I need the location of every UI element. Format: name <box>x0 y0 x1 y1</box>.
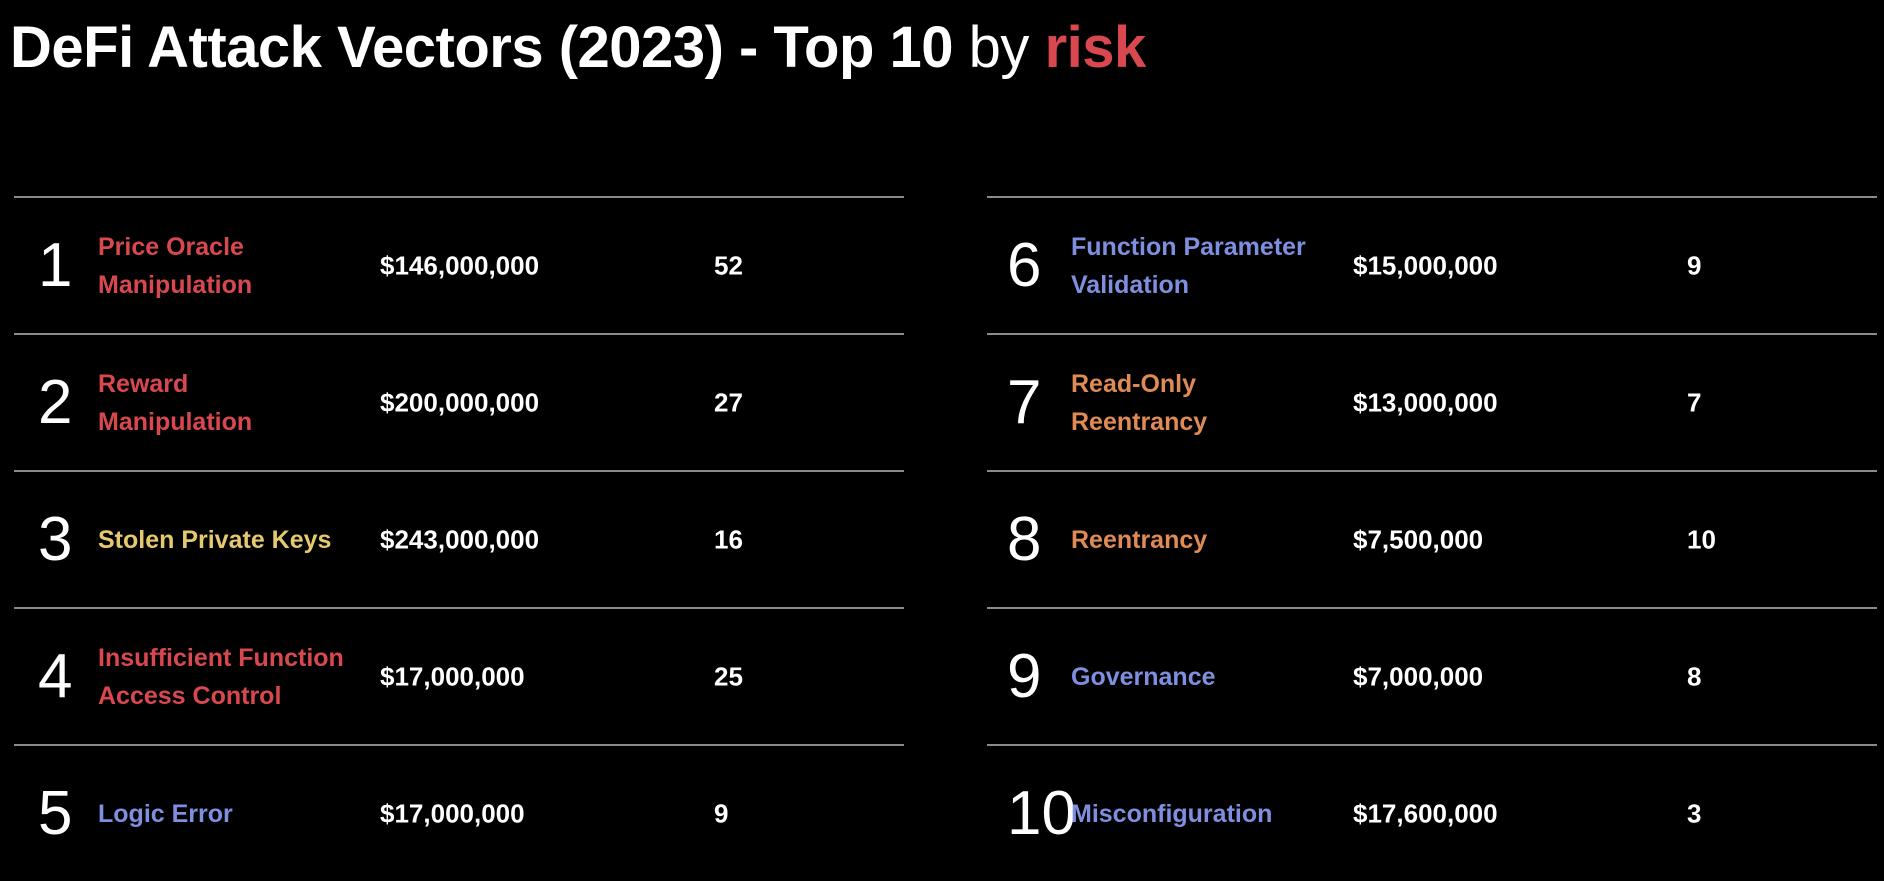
vector-name: Reentrancy <box>1071 525 1208 554</box>
incident-count: 7 <box>1687 387 1702 417</box>
table-row: 2 Reward Manipulation $200,000,000 27 <box>14 333 904 470</box>
table-row: 8 Reentrancy $7,500,000 10 <box>987 470 1877 607</box>
incident-count: 10 <box>1687 524 1716 554</box>
loss-amount: $7,000,000 <box>1353 661 1484 691</box>
rank-number: 2 <box>38 367 73 437</box>
loss-amount: $17,000,000 <box>380 661 525 691</box>
table-row: 6 Function Parameter Validation $15,000,… <box>987 196 1877 333</box>
rank-number: 9 <box>1007 641 1042 711</box>
loss-amount: $13,000,000 <box>1353 387 1498 417</box>
rank-number: 5 <box>38 778 73 848</box>
page-title: DeFi Attack Vectors (2023) - Top 10 by r… <box>10 8 1146 88</box>
vector-name: Stolen Private Keys <box>98 525 332 554</box>
table-row: 3 Stolen Private Keys $243,000,000 16 <box>14 470 904 607</box>
table-row: 1 Price Oracle Manipulation $146,000,000… <box>14 196 904 333</box>
table-row: 5 Logic Error $17,000,000 9 <box>14 744 904 881</box>
attack-vectors-table-right: 6 Function Parameter Validation $15,000,… <box>987 196 1877 881</box>
vector-name: Logic Error <box>98 799 233 828</box>
title-main: DeFi Attack Vectors (2023) - Top 10 <box>10 15 954 80</box>
incident-count: 27 <box>714 387 743 417</box>
rank-number: 3 <box>38 504 73 574</box>
loss-amount: $243,000,000 <box>380 524 540 554</box>
loss-amount: $17,600,000 <box>1353 798 1498 828</box>
incident-count: 16 <box>714 524 743 554</box>
vector-name: Reward Manipulation <box>98 369 253 436</box>
loss-amount: $146,000,000 <box>380 250 540 280</box>
title-risk: risk <box>1044 15 1147 80</box>
incident-count: 25 <box>714 661 743 691</box>
table-row: 10 Misconfiguration $17,600,000 3 <box>987 744 1877 881</box>
incident-count: 8 <box>1687 661 1702 691</box>
vector-name: Misconfiguration <box>1071 799 1273 828</box>
loss-amount: $15,000,000 <box>1353 250 1498 280</box>
loss-amount: $17,000,000 <box>380 798 525 828</box>
table-row: 9 Governance $7,000,000 8 <box>987 607 1877 744</box>
incident-count: 9 <box>714 798 729 828</box>
rank-number: 4 <box>38 641 73 711</box>
vector-name: Read-Only Reentrancy <box>1071 369 1208 436</box>
title-by: by <box>968 15 1030 80</box>
table-row: 7 Read-Only Reentrancy $13,000,000 7 <box>987 333 1877 470</box>
incident-count: 3 <box>1687 798 1702 828</box>
vector-name: Price Oracle Manipulation <box>98 232 253 299</box>
loss-amount: $200,000,000 <box>380 387 540 417</box>
vector-name: Governance <box>1071 662 1216 691</box>
rank-number: 6 <box>1007 230 1042 300</box>
attack-vectors-table-left: 1 Price Oracle Manipulation $146,000,000… <box>14 196 904 881</box>
incident-count: 52 <box>714 250 743 280</box>
rank-number: 8 <box>1007 504 1042 574</box>
table-row: 4 Insufficient Function Access Control $… <box>14 607 904 744</box>
rank-number: 1 <box>38 230 73 300</box>
loss-amount: $7,500,000 <box>1353 524 1484 554</box>
incident-count: 9 <box>1687 250 1702 280</box>
rank-number: 10 <box>1007 778 1076 848</box>
vector-name: Function Parameter Validation <box>1071 232 1306 299</box>
rank-number: 7 <box>1007 367 1042 437</box>
vector-name: Insufficient Function Access Control <box>98 643 344 710</box>
